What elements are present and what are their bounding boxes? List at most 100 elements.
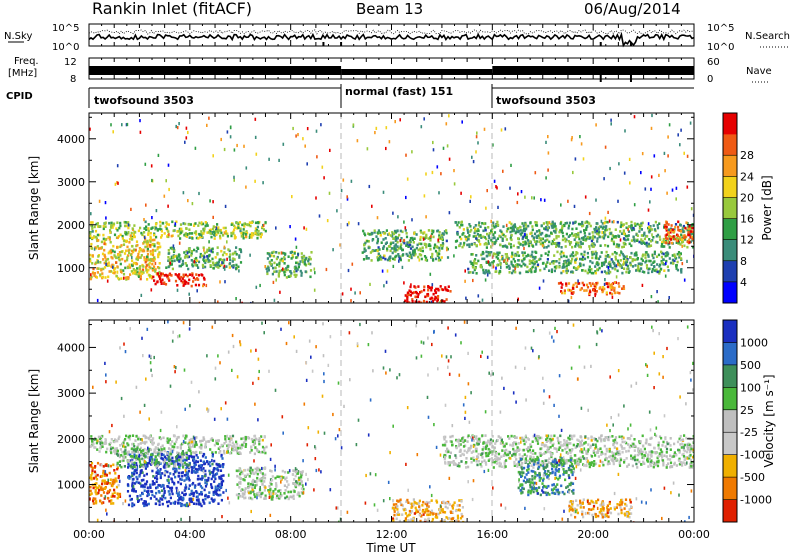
echo-cell <box>591 250 594 254</box>
echo-cell <box>101 252 105 256</box>
echo-cell <box>411 238 414 241</box>
echo-cell <box>90 461 94 465</box>
echo-cell <box>139 465 142 469</box>
echo-cell <box>623 171 626 175</box>
echo-cell <box>216 484 220 488</box>
echo-cell <box>141 441 144 444</box>
echo-cell <box>169 448 172 451</box>
echo-cell <box>169 486 172 490</box>
echo-cell <box>223 147 226 152</box>
echo-cell <box>674 225 677 229</box>
echo-cell <box>438 234 441 237</box>
echo-cell <box>250 221 254 224</box>
echo-cell <box>300 274 303 277</box>
echo-cell <box>559 281 562 285</box>
echo-cell <box>617 262 619 266</box>
echo-cell <box>121 123 123 127</box>
echo-cell <box>208 246 211 250</box>
echo-cell <box>126 483 130 486</box>
echo-cell <box>392 241 395 245</box>
echo-cell <box>303 255 306 258</box>
echo-cell <box>611 252 614 256</box>
echo-cell <box>203 259 206 263</box>
echo-cell <box>591 236 594 239</box>
echo-cell <box>622 237 626 240</box>
echo-cell <box>141 471 144 474</box>
echo-cell <box>233 178 235 182</box>
echo-cell <box>608 264 612 268</box>
echo-cell <box>138 453 141 457</box>
echo-cell <box>173 445 176 449</box>
echo-cell <box>137 275 141 278</box>
echo-cell <box>414 300 417 303</box>
echo-cell <box>624 129 626 133</box>
echo-cell <box>107 261 110 264</box>
echo-cell <box>453 169 455 173</box>
echo-cell <box>539 257 542 261</box>
echo-cell <box>263 480 266 483</box>
echo-cell <box>178 122 180 126</box>
echo-cell <box>236 474 239 478</box>
echo-cell <box>399 239 402 243</box>
echo-cell <box>154 249 157 252</box>
noise-left-tick-bottom: 10^0 <box>52 42 79 53</box>
echo-cell <box>194 230 198 233</box>
echo-cell <box>185 476 188 480</box>
echo-cell <box>608 255 611 259</box>
echo-cell <box>255 483 258 487</box>
echo-cell <box>208 472 212 476</box>
echo-cell <box>600 261 604 265</box>
echo-cell <box>91 469 94 472</box>
echo-cell <box>501 232 504 236</box>
echo-cell <box>121 234 124 238</box>
echo-cell <box>89 260 92 263</box>
echo-cell <box>124 224 127 228</box>
echo-cell <box>534 171 537 175</box>
echo-cell <box>104 276 107 279</box>
echo-cell <box>151 443 154 446</box>
echo-cell <box>389 242 392 246</box>
echo-cell <box>686 245 689 249</box>
echo-cell <box>156 280 159 284</box>
echo-cell <box>205 440 208 444</box>
echo-cell <box>545 246 548 249</box>
echo-cell <box>158 503 161 506</box>
echo-cell <box>645 264 648 267</box>
echo-cell <box>153 458 157 461</box>
echo-cell <box>562 223 565 227</box>
echo-cell <box>271 251 274 254</box>
echo-cell <box>555 245 558 248</box>
echo-cell <box>127 249 130 252</box>
echo-cell <box>575 242 578 246</box>
echo-cell <box>479 225 482 228</box>
echo-cell <box>524 242 527 246</box>
echo-cell <box>166 274 169 277</box>
echo-cell <box>289 490 293 494</box>
echo-cell <box>416 243 419 247</box>
echo-cell <box>135 458 138 462</box>
echo-cell <box>446 256 450 259</box>
echo-cell <box>629 261 632 265</box>
echo-cell <box>505 245 508 248</box>
echo-cell <box>438 191 440 195</box>
echo-cell <box>183 479 186 482</box>
echo-cell <box>643 231 646 235</box>
echo-cell <box>609 166 611 171</box>
echo-cell <box>143 218 145 222</box>
echo-cell <box>429 248 432 251</box>
echo-cell <box>453 254 455 258</box>
noise-sky-trace <box>88 31 695 48</box>
echo-cell <box>592 271 595 275</box>
echo-cell <box>131 238 134 241</box>
echo-cell <box>688 241 691 244</box>
freq-bands <box>89 66 694 82</box>
echo-cell <box>215 226 218 230</box>
echo-cell <box>564 245 567 248</box>
echo-cell <box>195 490 198 493</box>
echo-cell <box>106 490 110 493</box>
echo-cell <box>396 229 399 233</box>
echo-cell <box>94 229 98 233</box>
echo-cell <box>581 255 585 259</box>
echo-cell <box>233 236 236 240</box>
echo-cell <box>270 498 273 501</box>
